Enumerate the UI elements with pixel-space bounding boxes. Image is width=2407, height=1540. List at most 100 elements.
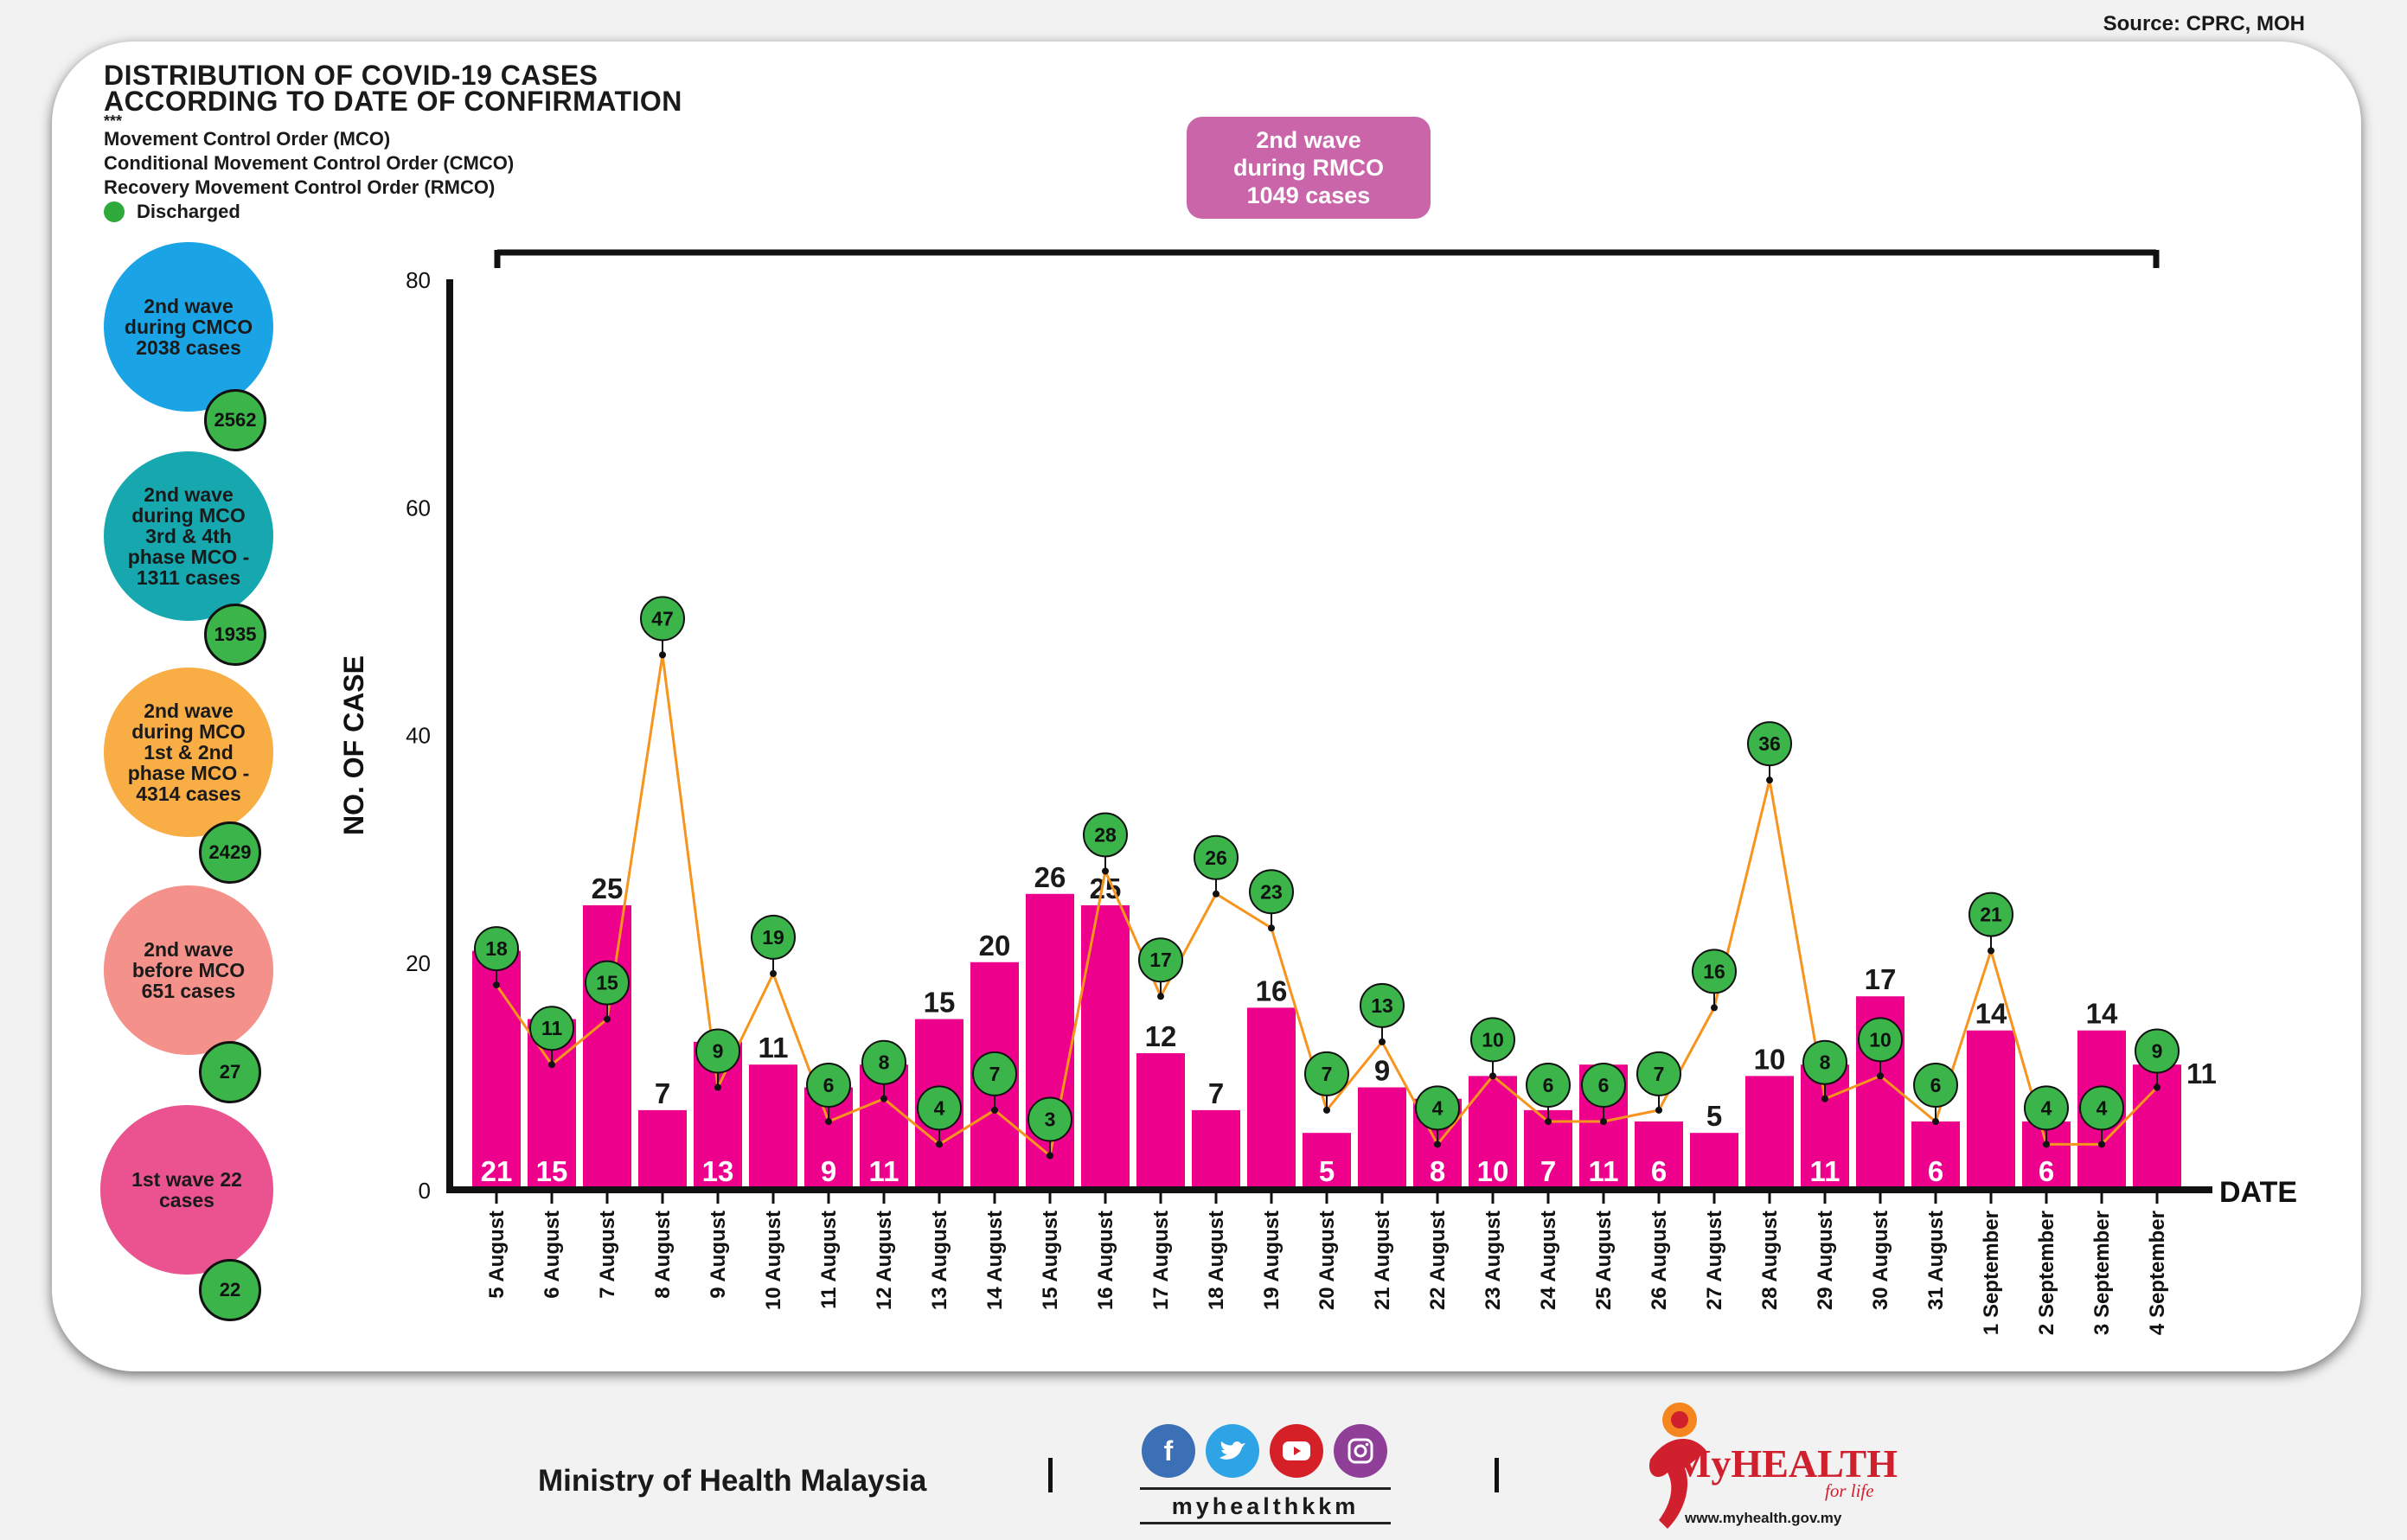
wave-label-cmco: 2nd wave during CMCO 2038 cases bbox=[124, 295, 253, 359]
discharged-point bbox=[2098, 1141, 2105, 1148]
bar-value-label: 7 bbox=[1540, 1155, 1556, 1187]
discharged-point bbox=[1655, 1106, 1662, 1114]
x-tick-label: 24 August bbox=[1537, 1211, 1560, 1310]
bar-value-label: 25 bbox=[592, 872, 624, 904]
bar-5-august bbox=[472, 950, 521, 1190]
bar-value-label: 26 bbox=[1034, 861, 1066, 893]
discharged-point bbox=[2043, 1141, 2050, 1148]
bar-value-label: 5 bbox=[1706, 1100, 1722, 1132]
x-tick-label: 31 August bbox=[1924, 1211, 1948, 1310]
discharged-point bbox=[1545, 1118, 1552, 1126]
bar-28-august bbox=[1745, 1076, 1794, 1190]
bar-value-label: 9 bbox=[821, 1155, 836, 1187]
rmco-line-3: 1049 cases bbox=[1246, 182, 1371, 208]
bar-value-label: 15 bbox=[536, 1155, 568, 1187]
legend-discharged: Discharged bbox=[104, 200, 514, 224]
title-line-1: DISTRIBUTION OF COVID-19 CASES bbox=[104, 60, 599, 91]
wave-circle-before-mco: 2nd wave before MCO 651 cases bbox=[104, 885, 273, 1055]
discharged-point bbox=[1268, 924, 1275, 932]
discharged-badge bbox=[751, 914, 796, 960]
bar-21-august bbox=[1358, 1087, 1406, 1190]
discharged-point bbox=[1047, 1152, 1053, 1160]
discharged-point bbox=[493, 981, 500, 989]
brand-tagline: for life bbox=[1825, 1480, 1874, 1501]
discharged-badge bbox=[1968, 891, 2013, 937]
discharged-value-label: 4 bbox=[2097, 1096, 2108, 1119]
discharged-point bbox=[1932, 1118, 1939, 1126]
discharged-point bbox=[548, 1061, 555, 1069]
bar-value-label: 13 bbox=[702, 1155, 734, 1187]
discharged-badge bbox=[640, 596, 685, 642]
wave-circle-cmco: 2nd wave during CMCO 2038 cases bbox=[104, 242, 273, 412]
x-axis-label: DATE bbox=[2219, 1176, 2297, 1209]
discharged-value-label: 23 bbox=[1260, 880, 1283, 903]
discharged-badge bbox=[1360, 982, 1405, 1028]
y-tick-label: 40 bbox=[406, 723, 431, 749]
x-tick-label: 9 August bbox=[707, 1211, 730, 1299]
bar-20-august bbox=[1303, 1133, 1351, 1190]
discharged-value-label: 26 bbox=[1205, 847, 1227, 869]
x-tick-label: 26 August bbox=[1648, 1211, 1671, 1310]
legend-discharged-label: Discharged bbox=[137, 201, 240, 222]
discharged-point bbox=[1489, 1072, 1496, 1080]
discharged-badge bbox=[1692, 949, 1737, 994]
discharged-point bbox=[991, 1106, 998, 1114]
y-tick-label: 20 bbox=[406, 950, 431, 976]
bar-value-label: 21 bbox=[481, 1155, 513, 1187]
discharged-value-label: 6 bbox=[823, 1074, 835, 1096]
facebook-icon[interactable]: f bbox=[1142, 1424, 1195, 1478]
bar-value-label: 8 bbox=[1430, 1155, 1445, 1187]
bar-value-label: 9 bbox=[1374, 1055, 1390, 1087]
discharged-point bbox=[2154, 1083, 2161, 1091]
discharged-badge bbox=[695, 1028, 740, 1074]
wave-label-mco-1-2: 2nd wave during MCO 1st & 2nd phase MCO … bbox=[127, 700, 250, 805]
x-tick-label: 22 August bbox=[1426, 1211, 1450, 1310]
chart-title: DISTRIBUTION OF COVID-19 CASES ACCORDING… bbox=[104, 60, 682, 115]
footer-divider-right bbox=[1495, 1458, 1499, 1492]
x-tick-label: 5 August bbox=[485, 1211, 509, 1299]
discharged-badge bbox=[1526, 1063, 1571, 1109]
discharged-badge bbox=[2135, 1028, 2180, 1074]
x-tick-label: 2 September bbox=[2035, 1211, 2058, 1335]
discharged-value-label: 3 bbox=[1045, 1109, 1056, 1131]
discharged-badge bbox=[1304, 1051, 1349, 1096]
discharged-point bbox=[1157, 993, 1164, 1000]
bar-value-label: 5 bbox=[1319, 1155, 1335, 1187]
rmco-wave-box: 2nd wave during RMCO 1049 cases bbox=[1187, 117, 1431, 219]
discharged-point bbox=[1766, 776, 1773, 784]
x-tick-label: 17 August bbox=[1149, 1211, 1173, 1310]
wave-badge-mco-1-2: 2429 bbox=[199, 821, 261, 884]
rmco-line-1: 2nd wave bbox=[1256, 127, 1361, 153]
x-tick-label: 12 August bbox=[873, 1211, 896, 1310]
wave-badge-before-mco: 27 bbox=[199, 1041, 261, 1103]
bar-value-label: 11 bbox=[2186, 1058, 2217, 1090]
bar-17-august bbox=[1136, 1053, 1185, 1190]
bar-value-label: 14 bbox=[1975, 998, 2007, 1030]
ministry-name: Ministry of Health Malaysia bbox=[538, 1464, 927, 1498]
discharged-value-label: 18 bbox=[485, 937, 508, 960]
instagram-icon[interactable] bbox=[1334, 1424, 1387, 1478]
twitter-icon[interactable] bbox=[1206, 1424, 1259, 1478]
discharged-point bbox=[825, 1118, 832, 1126]
discharged-value-label: 6 bbox=[1598, 1074, 1610, 1096]
x-tick-label: 18 August bbox=[1205, 1211, 1228, 1310]
discharged-value-label: 19 bbox=[762, 926, 784, 949]
y-tick-label: 80 bbox=[406, 267, 431, 293]
legend-cmco: Conditional Movement Control Order (CMCO… bbox=[104, 152, 515, 174]
discharged-value-label: 6 bbox=[1543, 1074, 1554, 1096]
bar-value-label: 14 bbox=[2086, 998, 2118, 1030]
discharged-badge bbox=[1138, 937, 1183, 983]
footer-divider-left bbox=[1048, 1458, 1053, 1492]
x-tick-label: 23 August bbox=[1482, 1211, 1505, 1310]
discharged-badge bbox=[1194, 834, 1239, 880]
discharged-value-label: 9 bbox=[2152, 1040, 2163, 1063]
youtube-icon[interactable] bbox=[1270, 1424, 1323, 1478]
discharged-point bbox=[1434, 1141, 1441, 1148]
bar-value-label: 11 bbox=[1810, 1155, 1840, 1187]
x-tick-label: 19 August bbox=[1260, 1211, 1284, 1310]
bar-value-label: 7 bbox=[1208, 1077, 1224, 1109]
discharged-badge bbox=[1470, 1017, 1515, 1063]
wave-circle-first-wave: 1st wave 22 cases bbox=[100, 1105, 273, 1275]
discharged-badge bbox=[1249, 869, 1294, 915]
